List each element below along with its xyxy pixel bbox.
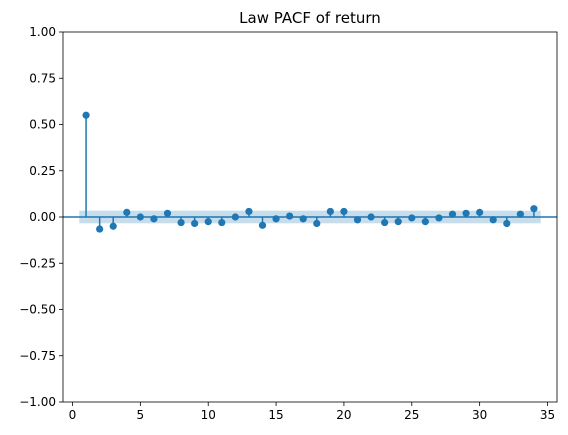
data-point: [326, 207, 334, 216]
data-point: [245, 207, 253, 216]
data-point: [150, 215, 158, 223]
data-point: [435, 214, 443, 222]
data-point: [394, 218, 402, 226]
data-point: [258, 221, 267, 229]
y-tick-label: 1.00: [29, 25, 56, 39]
data-point: [231, 213, 239, 221]
data-point: [489, 216, 497, 224]
x-tick-label: 15: [268, 408, 283, 422]
data-point: [163, 209, 172, 217]
data-point: [299, 215, 307, 223]
marker-layer: [82, 111, 538, 233]
y-tick-label: −0.25: [19, 256, 56, 270]
y-tick-label: −0.50: [19, 303, 56, 317]
data-point: [313, 219, 321, 228]
y-tick-label: −1.00: [19, 395, 56, 409]
data-point: [476, 208, 484, 216]
data-point: [204, 218, 212, 226]
data-point: [408, 214, 416, 222]
x-tick-label: 0: [69, 408, 77, 422]
chart-title: Law PACF of return: [239, 9, 381, 27]
data-point: [82, 111, 90, 119]
data-point: [462, 209, 470, 217]
y-tick-label: 0.75: [29, 71, 56, 85]
x-tick-label: 35: [540, 408, 555, 422]
y-tick-label: 0.00: [29, 210, 56, 224]
x-tick-label: 25: [404, 408, 419, 422]
x-tick-label: 10: [201, 408, 216, 422]
data-point: [109, 222, 117, 230]
data-point: [286, 212, 294, 220]
x-axis-ticks: 0 5 10 15 20 25 30 35: [69, 402, 555, 422]
x-tick-label: 30: [472, 408, 487, 422]
data-point: [421, 218, 429, 226]
data-point: [381, 218, 389, 227]
data-point: [530, 205, 538, 213]
x-tick-label: 20: [336, 408, 351, 422]
data-point: [123, 208, 131, 216]
y-tick-label: −0.75: [19, 349, 56, 363]
data-point: [367, 213, 375, 221]
data-point: [96, 225, 104, 233]
y-tick-label: 0.50: [29, 118, 56, 132]
data-point: [272, 215, 280, 223]
data-point: [503, 219, 511, 228]
data-point: [448, 210, 457, 218]
data-point: [191, 219, 199, 228]
data-point: [177, 218, 185, 227]
y-axis-ticks: 1.00 0.75 0.50 0.25 0.00 −0.25 −0.50 −0.75 −1.00: [19, 25, 63, 409]
data-point: [218, 218, 226, 227]
data-point: [136, 213, 144, 221]
data-point: [516, 210, 524, 218]
x-tick-label: 5: [137, 408, 145, 422]
y-tick-label: 0.25: [29, 164, 56, 178]
data-point: [340, 207, 348, 216]
data-point: [353, 216, 362, 224]
